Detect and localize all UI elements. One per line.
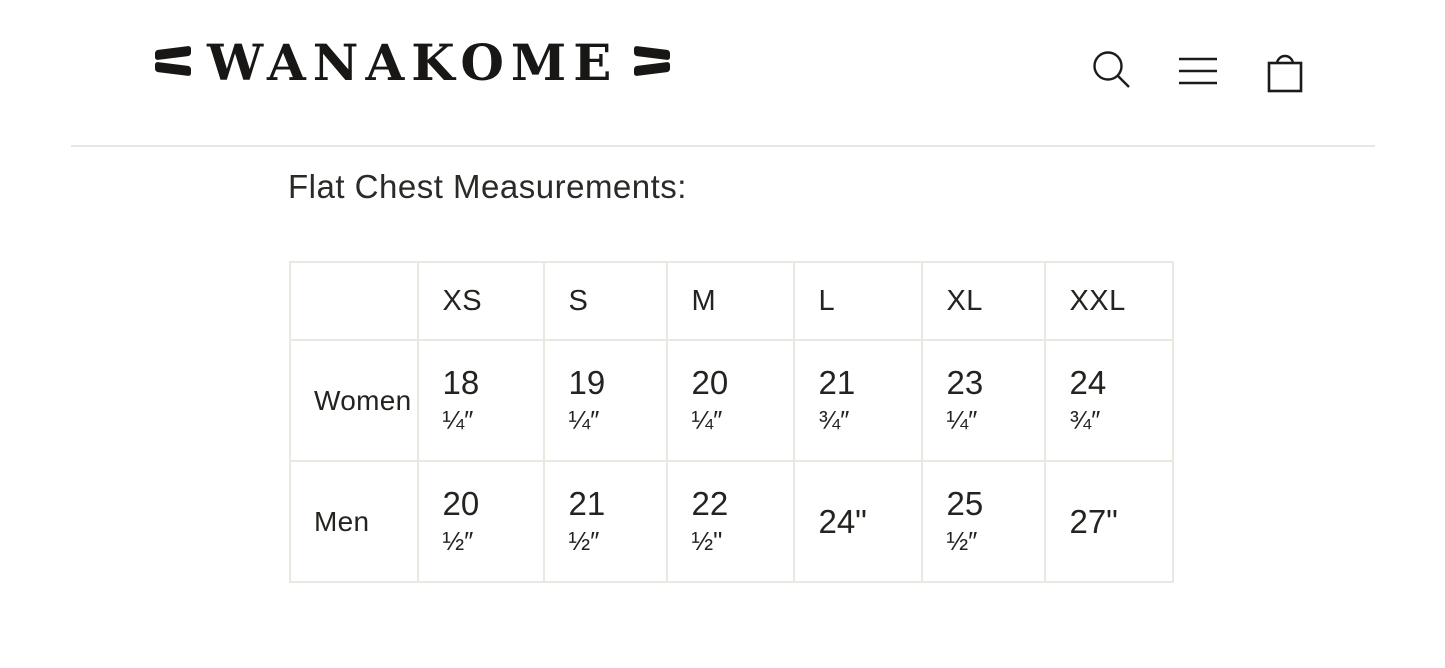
search-icon xyxy=(1089,51,1135,97)
size-value-cell: 20 ¼″ xyxy=(666,339,796,462)
menu-button[interactable] xyxy=(1177,53,1219,89)
size-value-fraction: ¼″ xyxy=(946,405,978,436)
header-divider xyxy=(71,145,1375,147)
size-value-cell: 24" xyxy=(793,460,924,583)
size-value-main: 25 xyxy=(946,485,984,523)
size-value-cell: 24 ¾″ xyxy=(1044,339,1175,462)
size-value-main: 18 xyxy=(442,364,480,402)
size-value-fraction: ¾″ xyxy=(1069,405,1101,436)
size-value-fraction: ½" xyxy=(691,526,723,557)
size-col-header-l: L xyxy=(793,261,924,341)
size-value-main: 24" xyxy=(818,502,867,540)
size-col-header-xl: XL xyxy=(921,261,1047,341)
row-label-men: Men xyxy=(288,460,420,583)
size-value-cell: 21 ¾″ xyxy=(793,339,924,462)
size-value-main: 19 xyxy=(568,364,606,402)
size-value-main: 21 xyxy=(818,364,856,402)
size-value-main: 21 xyxy=(568,485,606,523)
size-value-fraction: ½″ xyxy=(568,526,600,557)
size-value-cell: 18 ¼″ xyxy=(417,339,546,462)
size-value-fraction: ½″ xyxy=(946,526,978,557)
size-value-cell: 23 ¼″ xyxy=(921,339,1047,462)
size-col-header-xxl: XXL xyxy=(1044,261,1175,341)
size-table-header-row: XS S M L XL XXL xyxy=(288,261,1175,341)
size-table-row-men: Men 20 ½″ 21 ½″ 22 ½" 24" 25 ½″ 27" xyxy=(288,460,1175,583)
size-chart-table: XS S M L XL XXL Women 18 ¼″ 19 ¼″ 20 ¼″ 21 ¾″ 23 ¼″ 24 ¾″… xyxy=(288,261,1175,583)
size-table-corner-cell xyxy=(288,261,420,341)
size-table-row-women: Women 18 ¼″ 19 ¼″ 20 ¼″ 21 ¾″ 23 ¼″ 24 ¾″ xyxy=(288,339,1175,462)
logo-right-mark-icon xyxy=(634,45,671,77)
hamburger-menu-icon xyxy=(1177,57,1219,92)
size-value-fraction: ¼″ xyxy=(442,405,474,436)
size-value-main: 22 xyxy=(691,485,729,523)
size-col-header-xs: XS xyxy=(417,261,546,341)
search-button[interactable] xyxy=(1089,48,1135,94)
wanakome-logo[interactable]: WANAKOME xyxy=(155,33,671,92)
size-value-cell: 27" xyxy=(1044,460,1175,583)
size-value-fraction: ¾″ xyxy=(818,405,850,436)
size-value-main: 27" xyxy=(1069,502,1118,540)
size-col-header-s: S xyxy=(543,261,669,341)
size-value-main: 24 xyxy=(1069,364,1107,402)
size-col-header-m: M xyxy=(666,261,796,341)
page-title: Flat Chest Measurements: xyxy=(288,168,687,205)
size-value-cell: 20 ½″ xyxy=(417,460,546,583)
shopping-bag-icon xyxy=(1264,54,1306,97)
cart-button[interactable] xyxy=(1264,50,1306,94)
size-value-fraction: ½″ xyxy=(442,526,474,557)
size-value-main: 23 xyxy=(946,364,984,402)
size-value-main: 20 xyxy=(691,364,729,402)
size-value-main: 20 xyxy=(442,485,480,523)
size-value-fraction: ¼″ xyxy=(691,405,723,436)
row-label-women: Women xyxy=(288,339,420,462)
size-value-cell: 22 ½" xyxy=(666,460,796,583)
size-value-cell: 25 ½″ xyxy=(921,460,1047,583)
logo-text: WANAKOME xyxy=(207,33,619,92)
size-table-body: Women 18 ¼″ 19 ¼″ 20 ¼″ 21 ¾″ 23 ¼″ 24 ¾″ Men 20 ½″ 21 ½″… xyxy=(288,339,1175,583)
size-value-cell: 19 ¼″ xyxy=(543,339,669,462)
size-value-cell: 21 ½″ xyxy=(543,460,669,583)
logo-left-mark-icon xyxy=(155,45,191,77)
size-value-fraction: ¼″ xyxy=(568,405,600,436)
site-header: WANAKOME xyxy=(0,0,1445,147)
